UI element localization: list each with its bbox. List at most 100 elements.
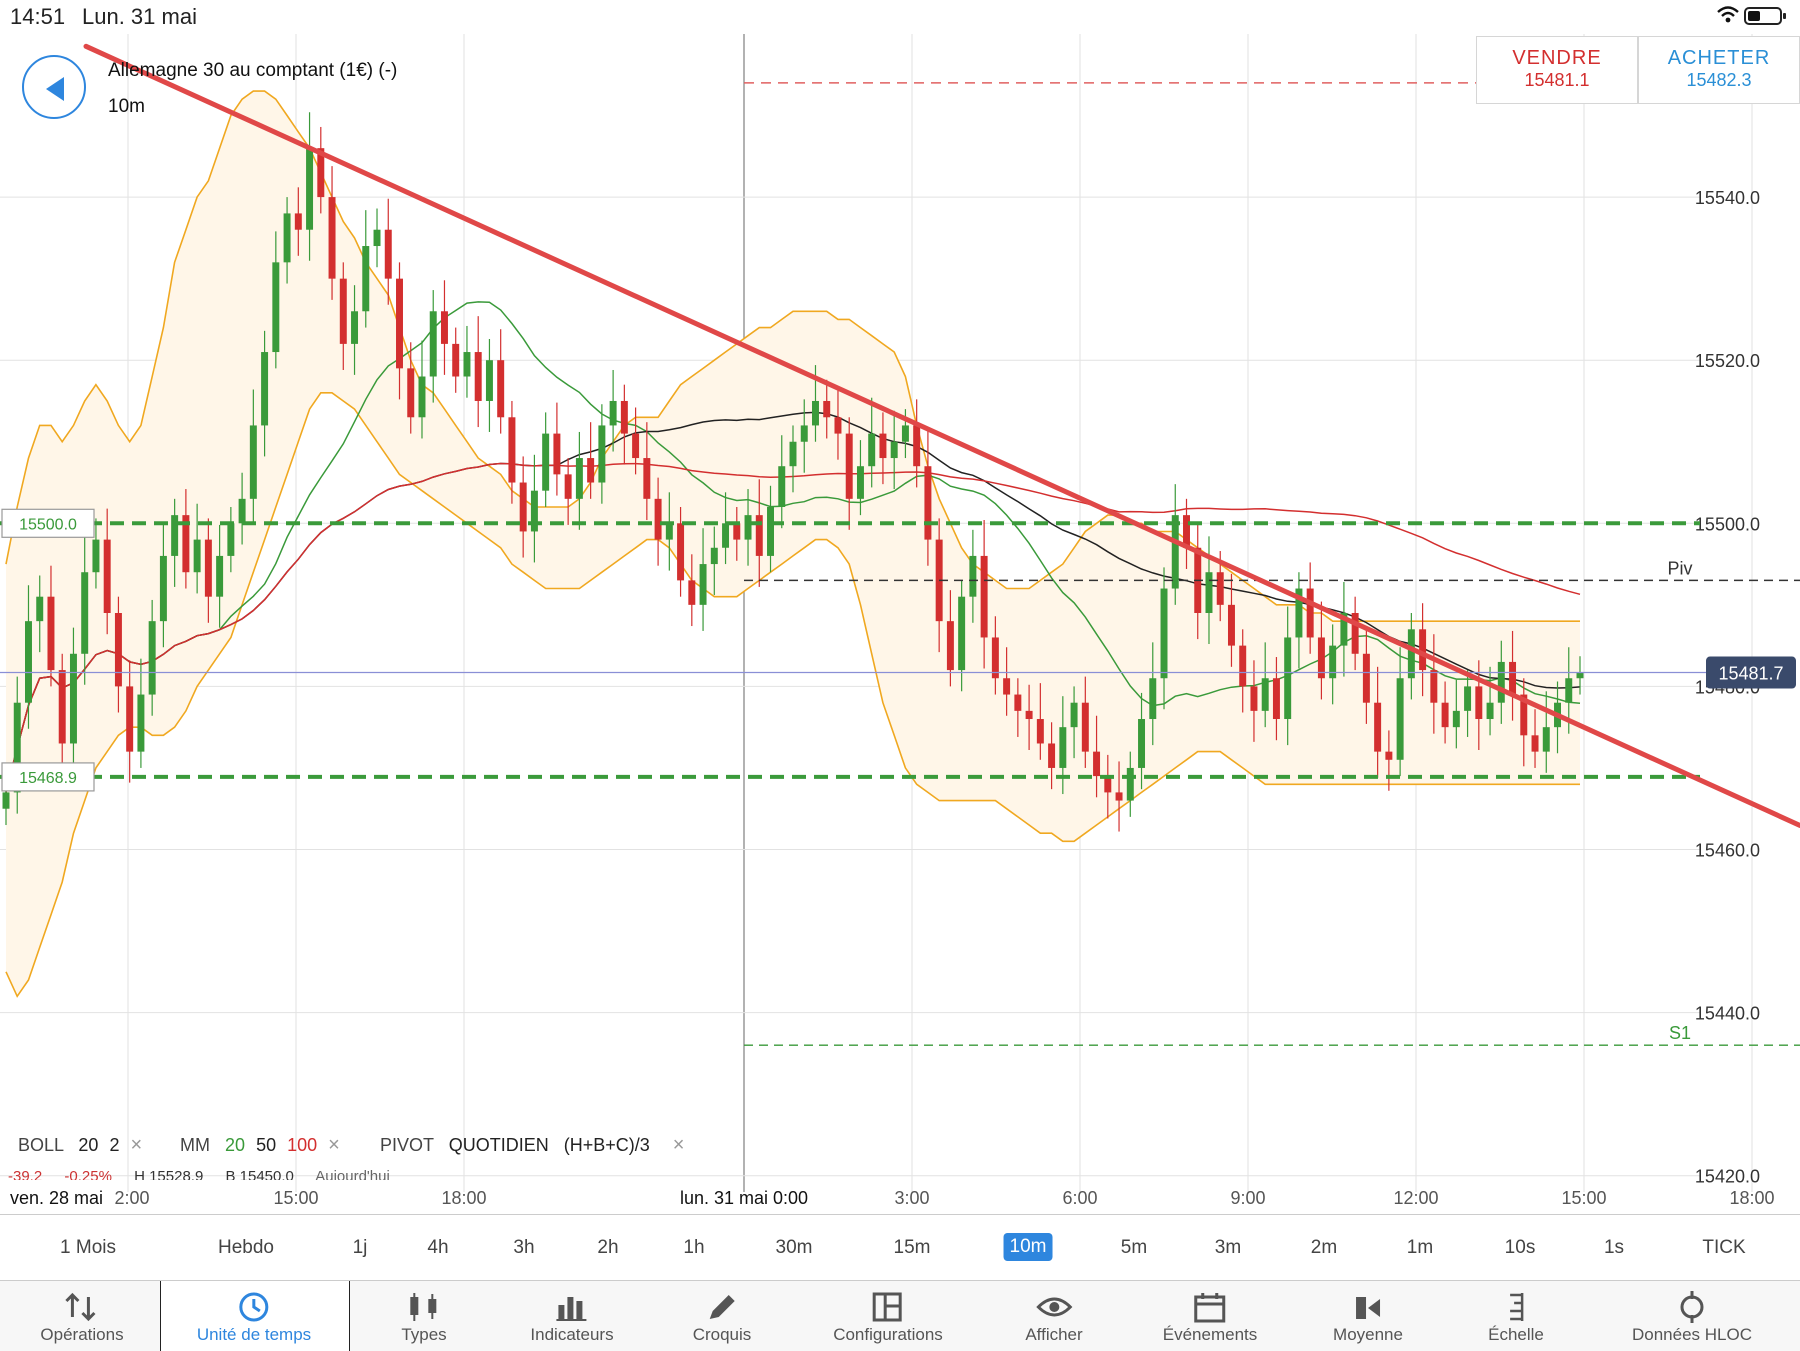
- candle-body[interactable]: [1025, 710, 1033, 720]
- toolbar-crosshair-button[interactable]: Données HLOC: [1632, 1281, 1752, 1351]
- candle-body[interactable]: [126, 686, 134, 752]
- toolbar-bar-chart-button[interactable]: Indicateurs: [530, 1281, 614, 1351]
- candle-body[interactable]: [407, 368, 415, 418]
- candle-body[interactable]: [272, 262, 280, 353]
- candle-body[interactable]: [778, 466, 786, 507]
- candle-body[interactable]: [1351, 613, 1359, 654]
- candle-body[interactable]: [351, 311, 359, 344]
- candle-body[interactable]: [1486, 702, 1494, 720]
- candle-body[interactable]: [306, 148, 314, 230]
- price-chart[interactable]: 15540.015520.015500.015480.015460.015440…: [0, 34, 1800, 1214]
- candle-body[interactable]: [1531, 735, 1539, 752]
- boll-legend[interactable]: BOLL 20 2 ×: [18, 1134, 142, 1157]
- toolbar-eye-button[interactable]: Afficher: [1025, 1281, 1083, 1351]
- timeframe-5m[interactable]: 5m: [1120, 1237, 1148, 1258]
- candle-body[interactable]: [1250, 686, 1258, 711]
- candle-body[interactable]: [609, 400, 617, 426]
- candle-body[interactable]: [1329, 645, 1337, 679]
- candle-body[interactable]: [103, 539, 111, 613]
- candle-body[interactable]: [418, 376, 426, 418]
- candle-body[interactable]: [182, 515, 190, 573]
- candle-body[interactable]: [530, 490, 538, 532]
- candle-body[interactable]: [1385, 751, 1393, 760]
- trendline-drawing[interactable]: [83, 43, 1800, 828]
- toolbar-candles-button[interactable]: Types: [401, 1281, 447, 1351]
- candle-body[interactable]: [47, 596, 55, 671]
- pivot-legend[interactable]: PIVOT QUOTIDIEN (H+B+C)/3 ×: [380, 1134, 684, 1157]
- candle-body[interactable]: [1138, 719, 1146, 768]
- candle-body[interactable]: [171, 515, 179, 556]
- level-label-box[interactable]: [1, 508, 95, 538]
- candle-body[interactable]: [1070, 702, 1078, 728]
- timeframe-1j[interactable]: 1j: [352, 1237, 368, 1258]
- candle-body[interactable]: [856, 466, 864, 499]
- candle-body[interactable]: [440, 311, 448, 344]
- candle-body[interactable]: [1183, 515, 1190, 548]
- candle-body[interactable]: [845, 433, 853, 499]
- timeframe-1-mois[interactable]: 1 Mois: [60, 1237, 116, 1258]
- candle-body[interactable]: [2, 792, 10, 809]
- candle-body[interactable]: [710, 547, 718, 565]
- candle-body[interactable]: [1295, 588, 1303, 638]
- candle-body[interactable]: [767, 506, 774, 556]
- candle-body[interactable]: [1059, 727, 1067, 768]
- candle-body[interactable]: [688, 580, 696, 605]
- candle-body[interactable]: [1126, 767, 1134, 801]
- candle-body[interactable]: [1374, 702, 1382, 752]
- mm-legend[interactable]: MM 20 50 100 ×: [180, 1134, 340, 1157]
- candle-body[interactable]: [755, 515, 763, 556]
- candle-body[interactable]: [1048, 743, 1056, 768]
- candle-body[interactable]: [1565, 678, 1573, 703]
- candle-body[interactable]: [373, 229, 381, 247]
- timeframe-4h[interactable]: 4h: [427, 1237, 449, 1258]
- candle-body[interactable]: [317, 148, 325, 198]
- candle-body[interactable]: [238, 498, 246, 524]
- candle-body[interactable]: [823, 400, 831, 418]
- candle-body[interactable]: [216, 555, 224, 597]
- candle-body[interactable]: [1227, 604, 1235, 646]
- candle-body[interactable]: [553, 433, 561, 475]
- candle-body[interactable]: [429, 311, 437, 377]
- candle-body[interactable]: [733, 523, 741, 540]
- candle-body[interactable]: [946, 621, 954, 671]
- timeframe-1s[interactable]: 1s: [1603, 1237, 1625, 1258]
- toolbar-arrows-updown-button[interactable]: Opérations: [40, 1281, 124, 1351]
- candle-body[interactable]: [1239, 645, 1247, 687]
- candle-body[interactable]: [980, 555, 988, 638]
- candle-body[interactable]: [1036, 719, 1044, 744]
- toolbar-layout-button[interactable]: Configurations: [833, 1281, 943, 1351]
- candle-body[interactable]: [1340, 613, 1348, 646]
- candle-body[interactable]: [328, 197, 336, 279]
- toolbar-calendar-button[interactable]: Événements: [1163, 1281, 1257, 1351]
- candle-body[interactable]: [879, 433, 887, 459]
- candle-body[interactable]: [485, 360, 493, 401]
- candle-body[interactable]: [924, 466, 932, 540]
- timeframe-tick[interactable]: TICK: [1702, 1237, 1746, 1258]
- back-button[interactable]: [22, 55, 86, 119]
- timeframe-10s[interactable]: 10s: [1504, 1237, 1536, 1258]
- timeframe-hebdo[interactable]: Hebdo: [218, 1237, 274, 1258]
- candle-body[interactable]: [339, 278, 347, 344]
- candle-body[interactable]: [1093, 751, 1101, 777]
- candle-body[interactable]: [643, 458, 651, 499]
- candle-body[interactable]: [1003, 678, 1011, 695]
- candle-body[interactable]: [744, 515, 752, 540]
- candle-body[interactable]: [800, 425, 808, 442]
- candle-body[interactable]: [1576, 672, 1584, 679]
- candle-body[interactable]: [58, 670, 66, 744]
- candle-body[interactable]: [227, 523, 235, 556]
- candle-body[interactable]: [1272, 678, 1280, 720]
- toolbar-pencil-button[interactable]: Croquis: [693, 1281, 751, 1351]
- candle-body[interactable]: [834, 417, 842, 434]
- candle-body[interactable]: [575, 458, 583, 499]
- pivot-close-icon[interactable]: ×: [672, 1134, 685, 1156]
- candle-body[interactable]: [991, 637, 999, 679]
- candle-body[interactable]: [1396, 678, 1404, 760]
- candle-body[interactable]: [598, 425, 606, 483]
- candle-body[interactable]: [958, 596, 966, 671]
- mm-close-icon[interactable]: ×: [328, 1134, 340, 1156]
- candle-body[interactable]: [1171, 515, 1179, 589]
- candle-body[interactable]: [1441, 702, 1449, 728]
- toolbar-average-button[interactable]: Moyenne: [1333, 1281, 1403, 1351]
- candle-body[interactable]: [1509, 661, 1517, 695]
